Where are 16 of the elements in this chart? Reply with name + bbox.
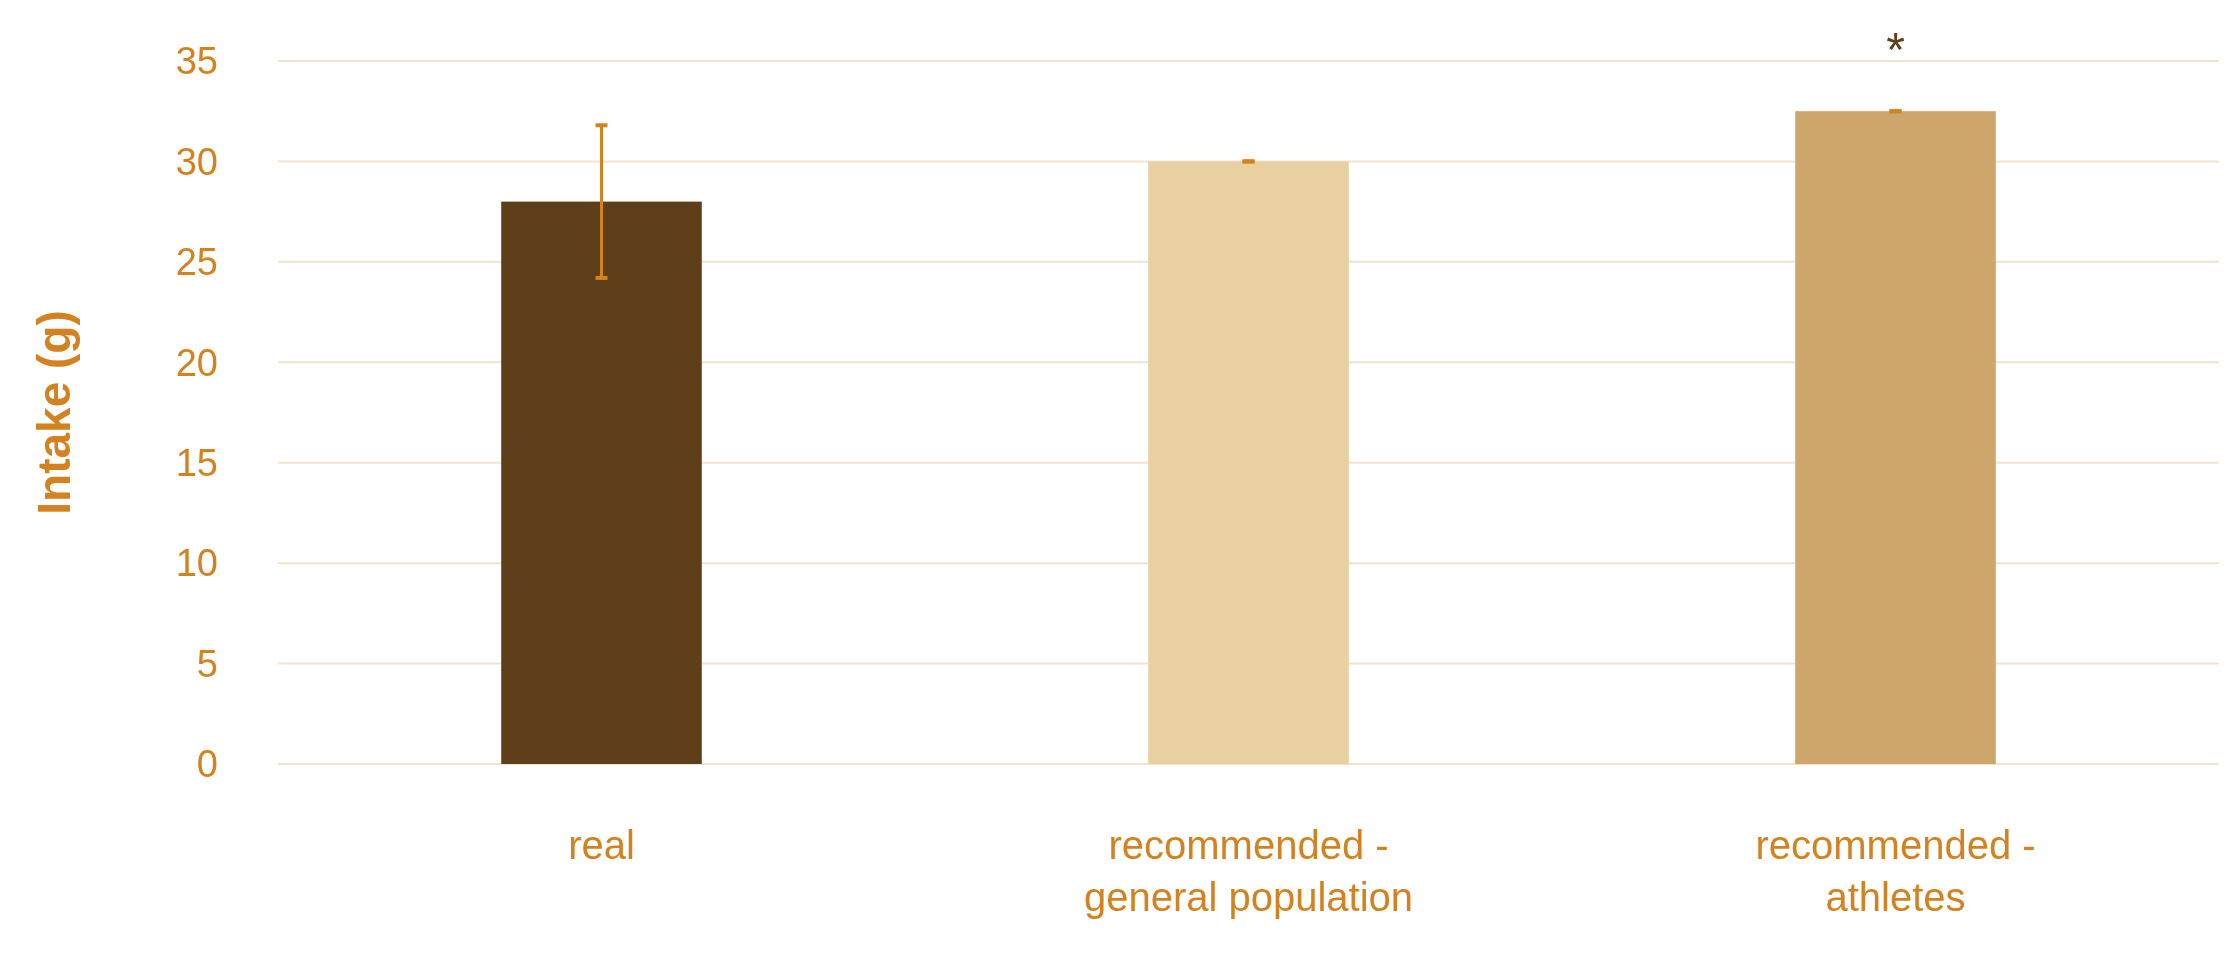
bar: [1795, 111, 1996, 764]
bar: [501, 201, 702, 764]
y-tick-label: 10: [175, 542, 218, 585]
bar: [1148, 161, 1349, 764]
y-tick-label: 20: [175, 341, 218, 384]
x-tick-label: recommended - general population: [1083, 823, 1414, 919]
y-axis-title: Intake (g): [28, 310, 80, 515]
x-tick-label: real: [568, 823, 635, 867]
annotation: *: [1886, 23, 1905, 77]
y-tick-label: 15: [175, 442, 218, 485]
y-tick-label: 0: [196, 743, 218, 786]
y-tick-label: 5: [196, 642, 218, 685]
x-tick-label: recommended - athletes: [1755, 823, 2036, 919]
y-tick-label: 35: [175, 40, 218, 83]
y-tick-label: 25: [175, 241, 218, 284]
y-tick-label: 30: [175, 140, 218, 183]
